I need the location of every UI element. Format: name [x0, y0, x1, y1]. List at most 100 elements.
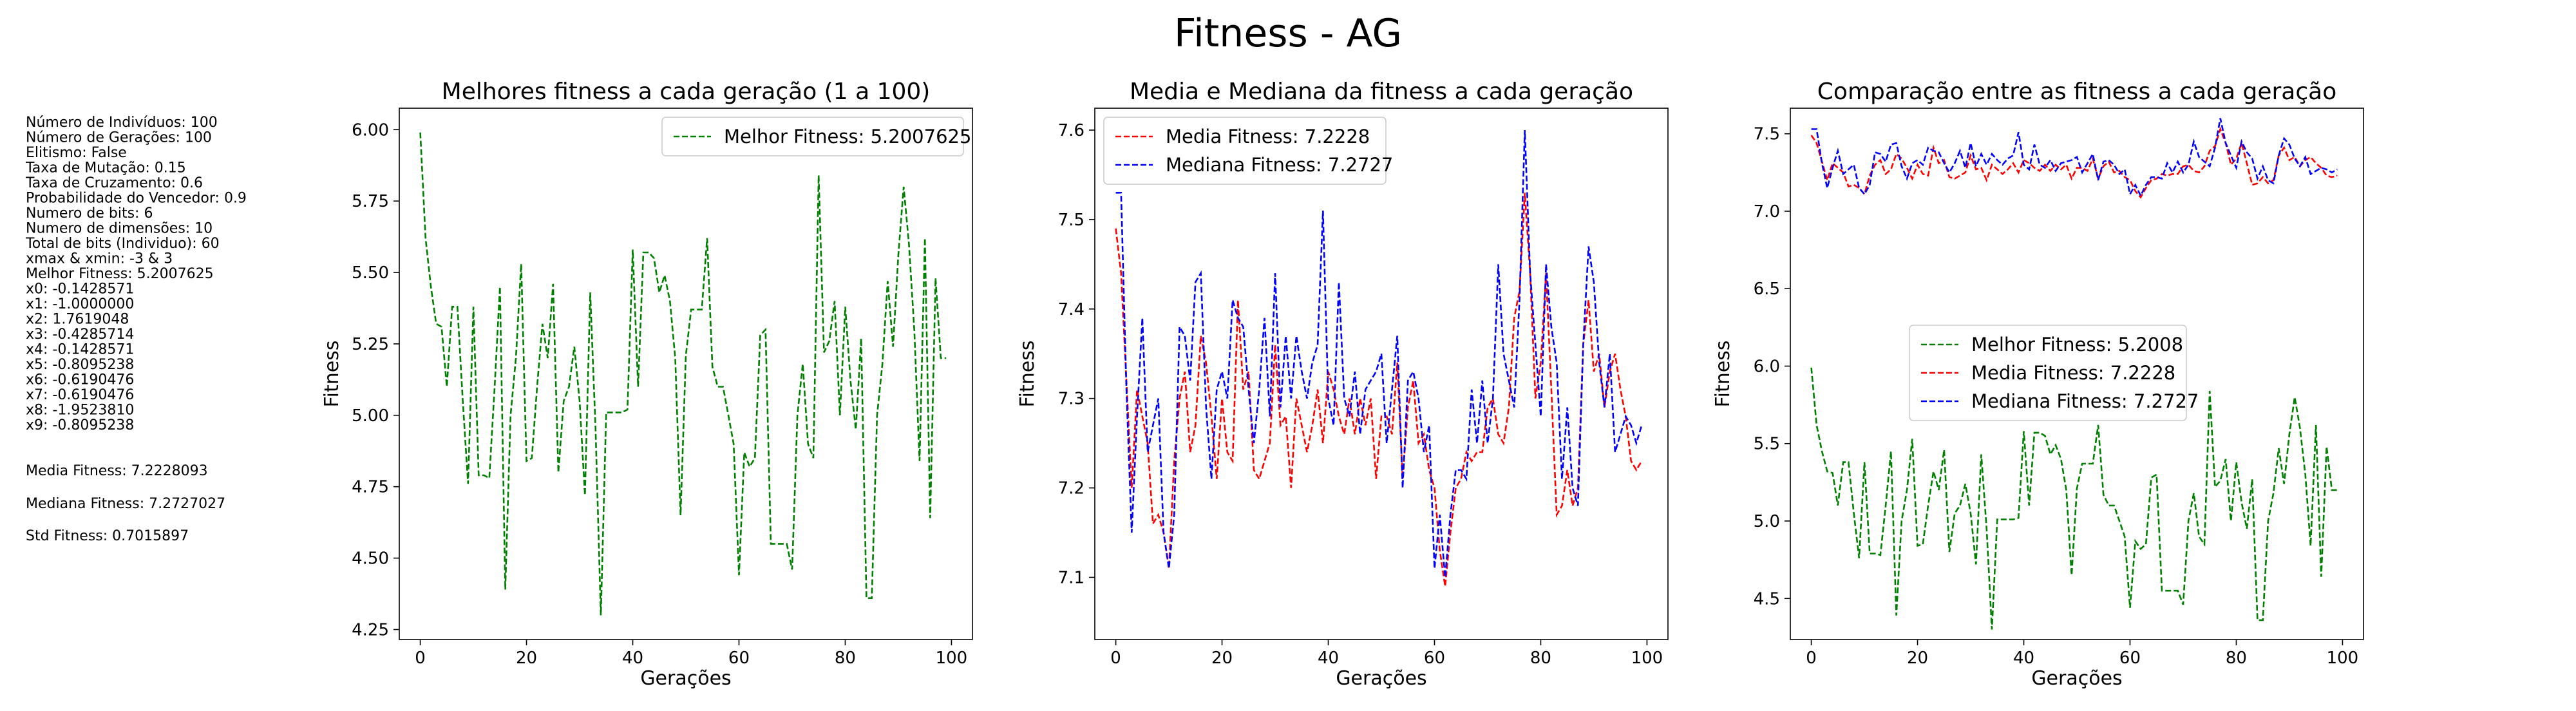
legend-box: [1909, 325, 2187, 421]
series-line-median: [1811, 118, 2338, 198]
x-tick-label: 60: [728, 649, 750, 668]
y-tick-label: 5.0: [1754, 512, 1780, 531]
param-line: xmax & xmin: -3 & 3: [26, 251, 173, 267]
y-tick-label: 7.1: [1058, 568, 1084, 587]
param-line: Número de Indivíduos: 100: [26, 115, 218, 131]
series-line-mean: [1115, 193, 1643, 587]
chart-1: Melhores fitness a cada geração (1 a 100…: [321, 79, 973, 690]
chart-title: Media e Mediana da fitness a cada geraçã…: [1130, 79, 1633, 105]
param-line: Probabilidade do Vencedor: 0.9: [26, 191, 247, 207]
legend: Melhor Fitness: 5.2007625: [661, 117, 971, 156]
legend-entry: Media Fitness: 7.2228: [1166, 126, 1370, 147]
y-tick-label: 4.5: [1754, 589, 1780, 609]
x-tick-label: 100: [936, 649, 968, 668]
legend-entry: Melhor Fitness: 5.2008: [1971, 334, 2183, 356]
legend-box: [1103, 117, 1387, 185]
param-line: Elitismo: False: [26, 145, 127, 161]
y-axis-label: Fitness: [321, 341, 343, 408]
x-axis-label: Gerações: [2031, 667, 2122, 690]
y-axis-label: Fitness: [1712, 341, 1734, 408]
param-line: Taxa de Mutação: 0.15: [25, 160, 186, 176]
param-line: Número de Gerações: 100: [26, 130, 212, 146]
x-tick-label: 40: [622, 649, 643, 668]
y-axis-label: Fitness: [1016, 341, 1039, 408]
y-tick-label: 5.25: [352, 335, 389, 354]
y-tick-label: 7.6: [1058, 121, 1084, 140]
param-line: Total de bits (Individuo): 60: [25, 236, 220, 252]
param-line: x8: -1.9523810: [26, 403, 134, 419]
y-tick-label: 5.75: [352, 192, 389, 211]
param-line: x2: 1.7619048: [26, 312, 129, 328]
param-line: Numero de dimensões: 10: [26, 221, 213, 237]
x-axis-label: Gerações: [640, 667, 731, 690]
legend-entry: Media Fitness: 7.2228: [1971, 362, 2175, 384]
param-line: x0: -0.1428571: [26, 281, 134, 298]
x-tick-label: 80: [1530, 649, 1551, 668]
x-axis-label: Gerações: [1336, 667, 1426, 690]
series-line-median: [1115, 129, 1643, 578]
x-tick-label: 0: [415, 649, 426, 668]
y-tick-label: 7.3: [1058, 390, 1084, 409]
x-tick-label: 0: [1806, 649, 1817, 668]
param-line: Melhor Fitness: 5.2007625: [26, 266, 214, 282]
y-tick-label: 6.5: [1754, 280, 1780, 299]
legend-box: [661, 117, 964, 156]
x-tick-label: 80: [835, 649, 856, 668]
y-tick-label: 7.5: [1058, 211, 1084, 230]
param-line: Numero de bits: 6: [26, 205, 153, 222]
y-tick-label: 7.5: [1754, 125, 1780, 144]
x-tick-label: 40: [2013, 649, 2034, 668]
y-tick-label: 5.50: [352, 263, 389, 283]
legend-entry: Mediana Fitness: 7.2727: [1166, 154, 1393, 176]
legend-entry: Mediana Fitness: 7.2727: [1971, 390, 2199, 412]
x-tick-label: 100: [1631, 649, 1663, 668]
chart-2: Media e Mediana da fitness a cada geraçã…: [1016, 79, 1669, 690]
x-tick-label: 60: [1424, 649, 1445, 668]
stat-media: Media Fitness: 7.2228093: [26, 463, 208, 479]
param-line: x4: -0.1428571: [26, 342, 134, 358]
y-tick-label: 5.00: [352, 406, 389, 426]
y-tick-label: 7.0: [1754, 202, 1780, 222]
y-tick-label: 4.75: [352, 478, 389, 497]
series-line-best: [419, 132, 947, 616]
figure-suptitle: Fitness - AG: [1174, 11, 1402, 56]
legend: Melhor Fitness: 5.2008 Media Fitness: 7.2…: [1909, 325, 2199, 421]
axes-frame: [399, 108, 973, 640]
axes-frame: [1094, 108, 1669, 640]
x-tick-label: 60: [2119, 649, 2141, 668]
param-line: Taxa de Cruzamento: 0.6: [25, 175, 203, 191]
y-tick-label: 7.2: [1058, 479, 1084, 498]
param-line: x6: -0.6190476: [26, 372, 134, 388]
charts-group: Melhores fitness a cada geração (1 a 100…: [321, 79, 2364, 690]
param-line: x7: -0.6190476: [26, 387, 134, 403]
x-tick-label: 80: [2226, 649, 2247, 668]
series-line-mean: [1810, 126, 2338, 199]
chart-title: Comparação entre as fitness a cada geraç…: [1817, 79, 2336, 105]
chart-title: Melhores fitness a cada geração (1 a 100…: [442, 79, 931, 105]
y-tick-label: 6.00: [352, 120, 389, 140]
x-tick-label: 20: [1211, 649, 1233, 668]
series-line-best: [1810, 367, 2338, 630]
axes-frame: [1790, 108, 2364, 640]
legend-entry: Melhor Fitness: 5.2007625: [724, 126, 971, 147]
param-line: x3: -0.4285714: [26, 327, 134, 343]
y-tick-label: 6.0: [1754, 357, 1780, 376]
y-tick-label: 4.50: [352, 549, 389, 569]
x-tick-label: 20: [516, 649, 537, 668]
y-tick-label: 5.5: [1754, 435, 1780, 454]
y-tick-label: 4.25: [352, 620, 389, 640]
stat-std: Std Fitness: 0.7015897: [26, 528, 189, 544]
x-tick-label: 100: [2327, 649, 2359, 668]
x-tick-label: 0: [1110, 649, 1121, 668]
param-line: x9: -0.8095238: [26, 417, 134, 433]
y-tick-label: 7.4: [1058, 300, 1084, 319]
x-tick-label: 40: [1318, 649, 1339, 668]
x-tick-label: 20: [1907, 649, 1928, 668]
legend: Media Fitness: 7.2228 Mediana Fitness: 7.…: [1103, 117, 1393, 185]
param-line: x1: -1.0000000: [26, 296, 134, 312]
param-line: x5: -0.8095238: [26, 357, 134, 373]
stat-mediana: Mediana Fitness: 7.2727027: [26, 496, 225, 512]
